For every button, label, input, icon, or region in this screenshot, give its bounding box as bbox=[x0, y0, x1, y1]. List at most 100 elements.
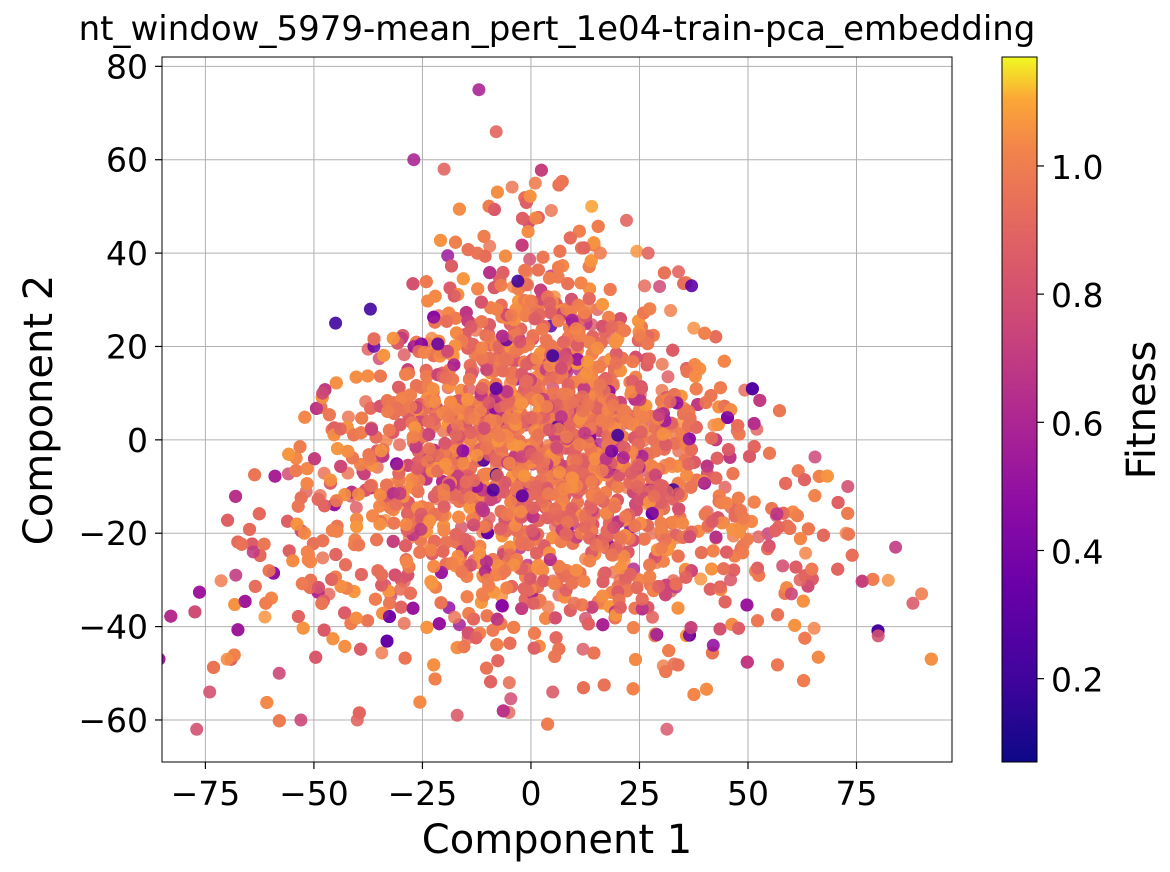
scatter-point bbox=[703, 582, 717, 596]
scatter-point bbox=[386, 534, 400, 548]
scatter-point bbox=[841, 506, 855, 520]
scatter-point bbox=[409, 379, 423, 393]
scatter-point bbox=[515, 602, 529, 615]
scatter-point bbox=[282, 544, 296, 558]
scatter-point bbox=[460, 590, 474, 604]
scatter-point bbox=[504, 692, 518, 706]
scatter-point bbox=[248, 468, 262, 482]
scatter-point bbox=[221, 513, 235, 527]
scatter-point bbox=[694, 572, 708, 586]
scatter-point bbox=[576, 642, 590, 656]
scatter-point bbox=[326, 632, 340, 646]
scatter-point bbox=[291, 499, 305, 513]
scatter-point bbox=[788, 618, 802, 632]
scatter-point bbox=[480, 661, 493, 675]
scatter-point bbox=[845, 548, 859, 562]
scatter-point bbox=[596, 298, 609, 311]
scatter-point bbox=[349, 501, 363, 514]
scatter-point bbox=[421, 294, 435, 308]
chart-title: nt_window_5979-mean_pert_1e04-train-pca_… bbox=[79, 9, 1036, 49]
scatter-point bbox=[441, 249, 455, 263]
scatter-point bbox=[383, 596, 396, 610]
scatter-point bbox=[660, 722, 674, 736]
scatter-point bbox=[258, 610, 272, 624]
scatter-point bbox=[483, 239, 497, 253]
scatter-point bbox=[338, 606, 352, 620]
scatter-point bbox=[231, 623, 245, 637]
scatter-point bbox=[361, 614, 375, 628]
scatter-point bbox=[630, 244, 644, 258]
scatter-point bbox=[373, 499, 387, 513]
scatter-point bbox=[789, 560, 803, 574]
scatter-point bbox=[334, 459, 348, 473]
scatter-point bbox=[370, 533, 384, 547]
scatter-point bbox=[655, 357, 669, 371]
scatter-point bbox=[354, 568, 368, 581]
scatter-point bbox=[493, 400, 507, 414]
scatter-point bbox=[355, 411, 369, 425]
scatter-point bbox=[162, 653, 166, 665]
scatter-point bbox=[228, 598, 242, 611]
scatter-point bbox=[339, 558, 352, 572]
scatter-point bbox=[713, 622, 727, 636]
scatter-point bbox=[377, 348, 391, 362]
scatter-points bbox=[162, 83, 938, 736]
scatter-point bbox=[808, 450, 822, 464]
scatter-point bbox=[881, 573, 895, 587]
scatter-point bbox=[477, 229, 491, 243]
scatter-point bbox=[581, 617, 595, 631]
scatter-point bbox=[664, 304, 678, 317]
scatter-point bbox=[666, 516, 680, 529]
scatter-point bbox=[718, 595, 732, 609]
scatter-point bbox=[338, 639, 352, 653]
scatter-point bbox=[490, 185, 504, 199]
scatter-point bbox=[268, 469, 282, 483]
scatter-point bbox=[842, 527, 855, 541]
scatter-point bbox=[456, 272, 470, 286]
scatter-point bbox=[424, 543, 438, 557]
scatter-point bbox=[375, 578, 389, 592]
scatter-point bbox=[380, 634, 394, 648]
scatter-point bbox=[463, 383, 476, 397]
scatter-point bbox=[397, 348, 411, 362]
scatter-point bbox=[659, 665, 673, 678]
scatter-point bbox=[341, 410, 355, 424]
scatter-point bbox=[188, 605, 202, 619]
scatter-point bbox=[706, 544, 720, 558]
scatter-point bbox=[486, 623, 500, 637]
scatter-point bbox=[700, 682, 713, 696]
scatter-point bbox=[747, 417, 761, 430]
scatter-point bbox=[603, 283, 617, 296]
scatter-point bbox=[687, 321, 701, 335]
scatter-point bbox=[544, 204, 558, 217]
scatter-point bbox=[397, 616, 411, 630]
scatter-point bbox=[572, 224, 586, 238]
scatter-point bbox=[629, 653, 642, 666]
scatter-point bbox=[661, 370, 675, 384]
scatter-point bbox=[551, 270, 565, 284]
scatter-point bbox=[638, 279, 652, 293]
scatter-point bbox=[387, 516, 401, 530]
scatter-point bbox=[479, 555, 493, 569]
scatter-point bbox=[434, 233, 447, 247]
scatter-point bbox=[798, 631, 812, 645]
scatter-point bbox=[300, 477, 314, 491]
scatter-point bbox=[783, 522, 797, 535]
scatter-point bbox=[582, 292, 596, 305]
scatter-point bbox=[448, 610, 462, 624]
scatter-point bbox=[731, 491, 745, 505]
scatter-point bbox=[229, 489, 243, 503]
scatter-point bbox=[751, 614, 764, 628]
scatter-point bbox=[680, 468, 694, 482]
scatter-point bbox=[248, 579, 262, 593]
scatter-point bbox=[675, 516, 689, 530]
scatter-point bbox=[257, 537, 271, 551]
scatter-point bbox=[496, 704, 510, 718]
scatter-point bbox=[291, 610, 305, 623]
scatter-point bbox=[669, 577, 683, 591]
scatter-point bbox=[574, 276, 588, 290]
scatter-point bbox=[715, 516, 729, 530]
scatter-point bbox=[316, 551, 330, 565]
scatter-point bbox=[799, 546, 813, 560]
